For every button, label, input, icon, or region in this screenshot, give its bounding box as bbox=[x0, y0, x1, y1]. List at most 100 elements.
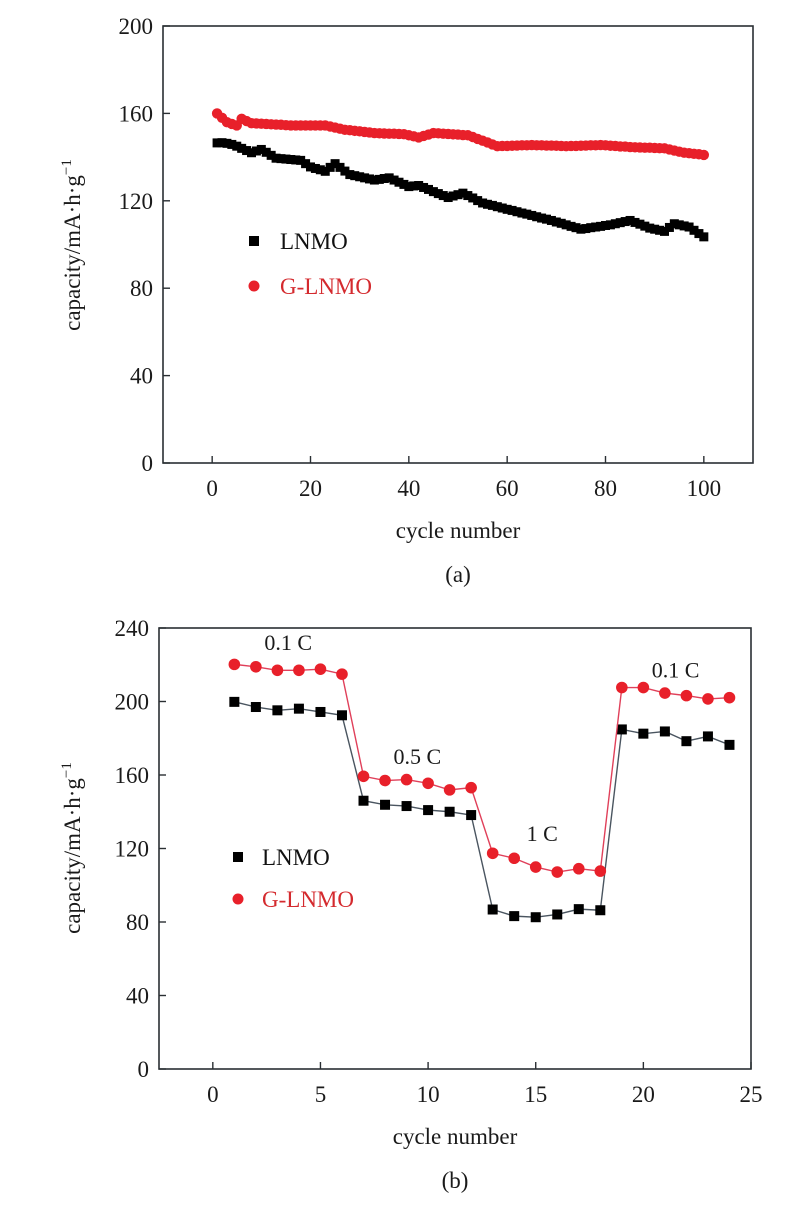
data-point bbox=[655, 225, 665, 235]
data-point bbox=[551, 866, 564, 878]
data-point bbox=[250, 660, 262, 673]
y-tick-label: 80 bbox=[130, 276, 153, 301]
data-point bbox=[638, 728, 649, 739]
data-point bbox=[250, 702, 261, 713]
chart-b-y-axis-title-sup: −1 bbox=[59, 762, 75, 778]
data-point bbox=[310, 163, 320, 173]
legend-marker-g-lnmo bbox=[232, 893, 244, 905]
data-point bbox=[532, 212, 542, 222]
x-tick-label: 100 bbox=[687, 476, 722, 501]
data-point bbox=[601, 220, 610, 230]
data-point bbox=[659, 687, 671, 699]
data-point bbox=[247, 148, 256, 158]
chart-b-legend: LNMO G-LNMO bbox=[232, 845, 354, 912]
series-g-lnmo bbox=[211, 108, 710, 161]
data-point bbox=[664, 222, 674, 232]
chart-b-y-axis-title-main: capacity/mA·h·g bbox=[60, 778, 85, 934]
data-point bbox=[699, 232, 709, 242]
chart-b-caption: (b) bbox=[442, 1168, 469, 1193]
data-point bbox=[229, 696, 240, 707]
data-point bbox=[640, 221, 650, 231]
data-point bbox=[486, 847, 499, 860]
data-point bbox=[433, 189, 443, 199]
legend-marker-g-lnmo bbox=[248, 280, 260, 292]
data-point bbox=[374, 174, 384, 184]
data-point bbox=[272, 705, 283, 716]
data-point bbox=[635, 219, 645, 229]
data-point bbox=[573, 904, 584, 915]
data-point bbox=[508, 852, 520, 865]
data-point bbox=[394, 177, 404, 187]
data-point bbox=[522, 209, 532, 219]
data-point bbox=[566, 221, 576, 231]
x-tick-label: 5 bbox=[315, 1082, 327, 1107]
data-point bbox=[414, 181, 424, 191]
y-tick-label: 160 bbox=[119, 101, 154, 126]
series-lnmo bbox=[229, 696, 735, 923]
data-point bbox=[507, 205, 517, 215]
data-point bbox=[400, 773, 413, 786]
chart-a-x-ticks: 0 20 40 60 80 100 bbox=[206, 456, 721, 501]
data-point bbox=[336, 668, 348, 680]
data-point bbox=[512, 207, 522, 217]
data-point bbox=[689, 225, 699, 235]
data-point bbox=[487, 904, 498, 915]
data-point bbox=[637, 681, 650, 694]
x-tick-label: 20 bbox=[632, 1082, 655, 1107]
data-point bbox=[384, 173, 394, 183]
data-point bbox=[281, 154, 291, 164]
data-point bbox=[345, 170, 355, 180]
data-point bbox=[314, 663, 327, 675]
data-point bbox=[315, 165, 325, 175]
data-point bbox=[271, 664, 284, 677]
data-point bbox=[355, 172, 365, 182]
data-point bbox=[443, 784, 456, 796]
x-tick-label: 20 bbox=[299, 476, 322, 501]
data-point bbox=[561, 220, 571, 230]
data-point bbox=[222, 138, 232, 148]
data-point bbox=[625, 215, 635, 225]
data-point bbox=[293, 664, 305, 677]
x-tick-label: 25 bbox=[740, 1082, 763, 1107]
data-point bbox=[365, 174, 374, 184]
rate-label: 1 C bbox=[527, 821, 558, 846]
y-tick-label: 240 bbox=[115, 616, 150, 641]
data-point bbox=[293, 703, 304, 714]
legend-label-lnmo: LNMO bbox=[262, 845, 330, 870]
chart-b-series bbox=[228, 658, 736, 923]
data-point bbox=[698, 149, 710, 161]
data-point bbox=[615, 218, 625, 228]
data-point bbox=[357, 770, 370, 783]
x-tick-label: 10 bbox=[417, 1082, 440, 1107]
data-point bbox=[468, 193, 478, 203]
chart-a-y-axis-title-sup: −1 bbox=[59, 159, 75, 175]
data-point bbox=[466, 810, 477, 821]
data-point bbox=[591, 222, 601, 232]
y-tick-label: 0 bbox=[142, 451, 154, 476]
data-point bbox=[360, 173, 370, 183]
x-tick-label: 60 bbox=[496, 476, 519, 501]
chart-b-rate-performance: 0 40 80 120 160 200 240 0 5 10 15 20 25 0.1 C 0.5 C 1… bbox=[59, 616, 763, 1193]
data-point bbox=[401, 801, 412, 812]
data-point bbox=[315, 706, 326, 717]
data-point bbox=[659, 726, 670, 737]
data-point bbox=[556, 218, 566, 228]
data-point bbox=[572, 862, 585, 875]
data-point bbox=[702, 731, 713, 742]
legend-label-g-lnmo: G-LNMO bbox=[280, 274, 372, 299]
data-point bbox=[379, 174, 389, 184]
data-point bbox=[271, 153, 281, 163]
y-tick-label: 120 bbox=[119, 189, 154, 214]
x-tick-label: 0 bbox=[207, 1082, 219, 1107]
data-point bbox=[478, 198, 488, 208]
x-tick-label: 40 bbox=[397, 476, 420, 501]
data-point bbox=[529, 861, 542, 873]
data-point bbox=[586, 223, 596, 233]
data-point bbox=[443, 193, 453, 203]
data-point bbox=[650, 224, 660, 234]
data-point bbox=[694, 229, 704, 239]
data-point bbox=[616, 724, 627, 735]
data-point bbox=[438, 191, 448, 201]
data-point bbox=[419, 182, 429, 192]
